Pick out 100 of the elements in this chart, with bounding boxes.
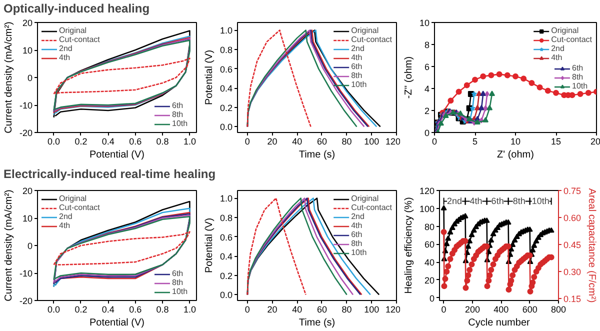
x-tick-label: 60 xyxy=(316,136,327,146)
y-axis-title: Current density (mA/cm²) xyxy=(3,22,14,134)
x-tick-label: 0.0 xyxy=(48,304,60,314)
legend-label: 2nd xyxy=(59,44,74,53)
x-tick-label: 0 xyxy=(441,304,446,314)
legend-label: Cut-contact xyxy=(59,203,100,212)
y-tick-label: 60 xyxy=(424,240,435,250)
x-tick-label: 100 xyxy=(364,136,380,146)
y-tick-label: 0 xyxy=(424,128,430,138)
y2-tick-label: 0.75 xyxy=(564,186,582,196)
y-tick-label: 8 xyxy=(424,40,430,50)
x-tick-label: 60 xyxy=(316,304,327,314)
x-tick-label: 5 xyxy=(472,136,478,146)
legend-label: 8th xyxy=(172,110,184,119)
annotation: 4th xyxy=(470,196,482,206)
y-tick-label: 80 xyxy=(424,222,435,232)
legend-label: 8th xyxy=(172,278,184,287)
y-tick-label: 10 xyxy=(22,46,33,56)
y-tick-label: -20 xyxy=(19,128,33,138)
x-tick-label: 20 xyxy=(267,304,278,314)
y-tick-label: 1.0 xyxy=(220,26,233,36)
y-tick-label: 0.8 xyxy=(220,213,233,224)
y-tick-label: 0.4 xyxy=(220,252,233,262)
x-tick-label: 0.2 xyxy=(74,304,88,314)
y-axis-title: Potential (V) xyxy=(204,218,215,274)
x-tick-label: 20 xyxy=(590,136,600,146)
y2-tick-label: 0.60 xyxy=(564,213,582,224)
legend-label: 6th xyxy=(351,62,364,71)
y2-tick-label: 0.45 xyxy=(564,240,582,250)
y-tick-label: 0 xyxy=(27,73,33,83)
x-axis-title: Z' (ohm) xyxy=(497,150,534,160)
y-tick-label: 10 xyxy=(419,18,430,28)
y-tick-label: 100 xyxy=(419,204,435,214)
legend-label: 6th xyxy=(172,269,184,278)
y-tick-label: 0.4 xyxy=(220,84,233,94)
x-tick-label: 600 xyxy=(522,304,538,314)
x-tick-label: 400 xyxy=(494,304,509,314)
legend-label: 8th xyxy=(572,72,584,82)
y-tick-label: 6 xyxy=(424,62,430,72)
annotation: 8th xyxy=(512,196,526,206)
x-tick-label: 20 xyxy=(267,136,278,146)
y-tick-label: 0.2 xyxy=(220,102,233,113)
x-tick-label: 0.6 xyxy=(129,304,142,314)
y-tick-label: -10 xyxy=(19,100,33,110)
y-tick-label: 20 xyxy=(22,186,33,196)
legend-label: 4th xyxy=(59,221,72,230)
legend-label: 4th xyxy=(59,53,72,62)
legend-label: Cut-contact xyxy=(351,35,392,44)
x-tick-label: 0.2 xyxy=(74,136,88,146)
legend-label: Original xyxy=(351,194,379,203)
legend-label: 6th xyxy=(172,101,184,110)
x-axis-title: Time (s) xyxy=(298,318,336,328)
x-tick-label: 15 xyxy=(550,136,562,146)
legend-label: Cut-contact xyxy=(551,35,592,44)
y-tick-label: 0.8 xyxy=(220,45,233,56)
y-axis-title: Healing efficiency (%) xyxy=(403,197,414,294)
legend-label: 2nd xyxy=(59,212,74,221)
annotation: 6th xyxy=(491,196,504,206)
legend-label: 8th xyxy=(351,71,364,80)
y-tick-label: 120 xyxy=(419,186,435,196)
legend-label: 6th xyxy=(351,230,364,239)
legend-label: 4th xyxy=(551,53,564,62)
x-tick-label: 40 xyxy=(292,304,302,314)
chart-title: Electrically-induced real-time healing xyxy=(4,167,216,181)
x-tick-label: 120 xyxy=(385,136,401,146)
x-tick-label: 200 xyxy=(464,304,480,314)
y-tick-label: -10 xyxy=(19,268,33,278)
legend-label: Original xyxy=(59,26,87,35)
x-tick-label: 10 xyxy=(510,136,521,146)
y2-tick-label: 0.15 xyxy=(564,294,582,304)
x-axis-title: Cycle number xyxy=(468,318,531,328)
legend-label: 10th xyxy=(172,119,189,128)
y-tick-label: 20 xyxy=(424,275,435,286)
legend-label: 2nd xyxy=(551,44,566,53)
y-tick-label: 20 xyxy=(22,18,33,28)
x-tick-label: 0.0 xyxy=(48,136,60,146)
y-tick-label: -20 xyxy=(19,296,33,306)
legend-label: 4th xyxy=(351,221,364,230)
legend-label: 10th xyxy=(172,287,189,296)
annotation: 10th xyxy=(532,196,550,206)
x-tick-label: 0.8 xyxy=(156,304,169,314)
x-tick-label: 0 xyxy=(244,304,250,314)
legend-label: Original xyxy=(59,194,87,203)
y-tick-label: 0.2 xyxy=(220,270,233,281)
x-tick-label: 0.4 xyxy=(102,136,114,146)
y-tick-label: 0.0 xyxy=(220,122,233,132)
legend-label: 8th xyxy=(351,239,364,248)
x-tick-label: 100 xyxy=(364,304,380,314)
x-tick-label: 1.0 xyxy=(183,136,196,146)
x-tick-label: 0 xyxy=(244,136,250,146)
y-tick-label: 0 xyxy=(429,293,435,304)
legend-label: 10th xyxy=(351,248,368,257)
legend-label: 4th xyxy=(351,53,364,62)
y-axis-title: Potential (V) xyxy=(204,50,215,106)
x-tick-label: 0.6 xyxy=(129,136,142,146)
legend-label: Cut-contact xyxy=(351,203,392,212)
y-tick-label: 10 xyxy=(22,214,33,224)
x-tick-label: 40 xyxy=(292,136,302,146)
y-tick-label: 0 xyxy=(27,241,33,251)
legend-label: Original xyxy=(551,26,579,35)
